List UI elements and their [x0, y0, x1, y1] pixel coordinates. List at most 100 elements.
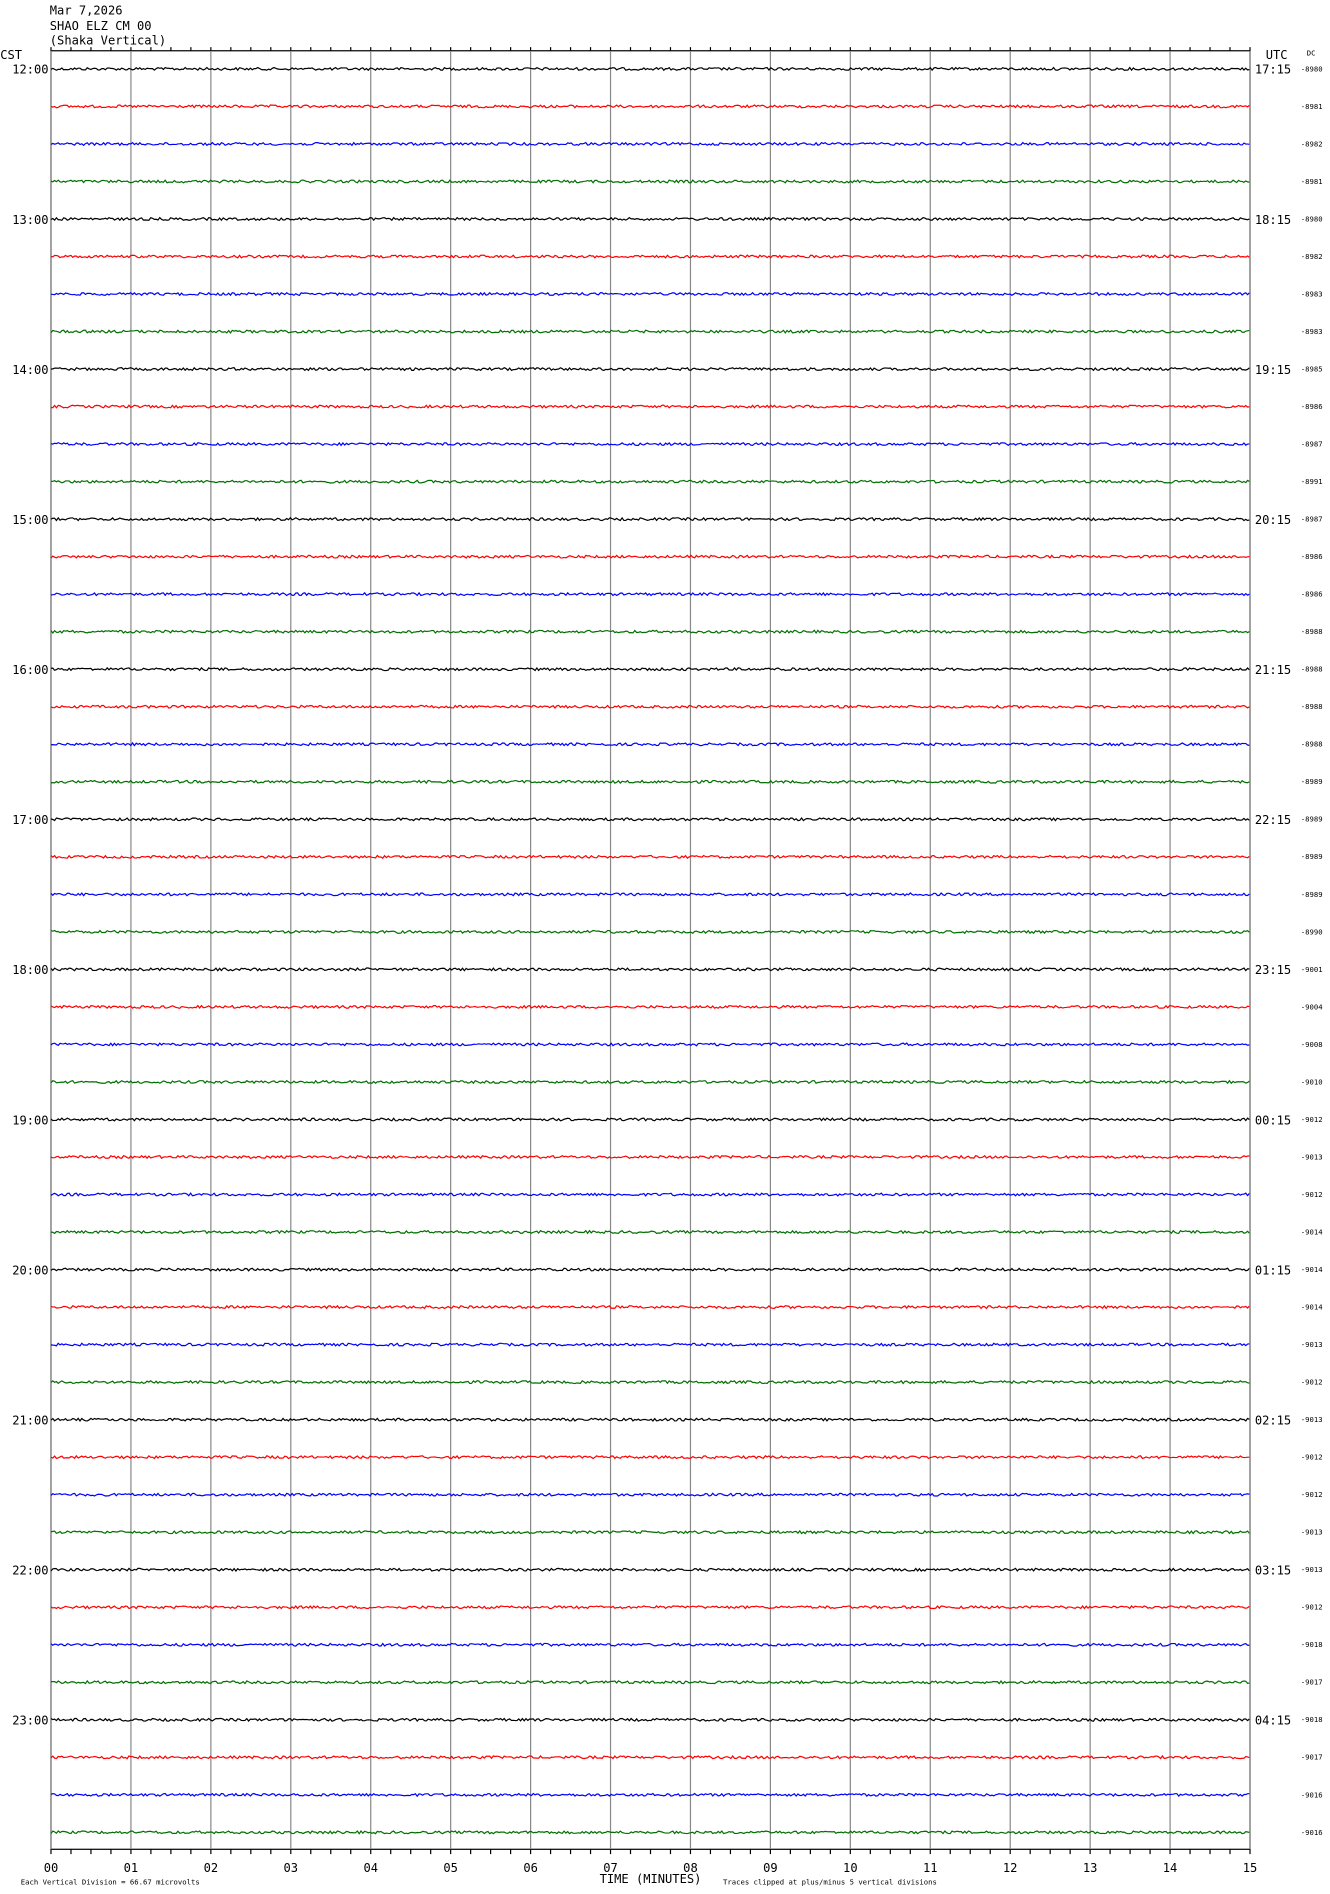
utc-label: 19:15	[1255, 363, 1291, 377]
dc-value: -9004	[1301, 1002, 1323, 1011]
utc-label: 21:15	[1255, 663, 1291, 677]
trace	[50, 1642, 1250, 1647]
trace	[50, 366, 1250, 372]
cst-label: 12:00	[12, 63, 48, 77]
cst-label: 13:00	[12, 213, 48, 227]
trace	[50, 1079, 1250, 1085]
dc-value: -9013	[1301, 1152, 1323, 1161]
dc-value: -8988	[1301, 740, 1323, 749]
trace	[50, 591, 1250, 597]
x-tick-label: 09	[763, 1861, 778, 1875]
dc-value: -8990	[1301, 927, 1323, 936]
trace	[50, 1754, 1250, 1760]
trace	[50, 1792, 1250, 1798]
dc-value: -9013	[1301, 1565, 1323, 1574]
cst-label: 16:00	[12, 663, 48, 677]
trace	[50, 254, 1250, 259]
trace	[50, 1304, 1250, 1310]
trace	[50, 479, 1250, 484]
dc-value: -8980	[1301, 214, 1323, 223]
x-tick-label: 01	[124, 1861, 139, 1875]
dc-value: -9012	[1301, 1490, 1323, 1499]
trace	[50, 1604, 1250, 1610]
utc-label: 04:15	[1255, 1714, 1291, 1728]
dc-value: -9008	[1301, 1040, 1323, 1049]
trace	[50, 329, 1250, 334]
dc-value: -8987	[1301, 515, 1323, 524]
cst-label: 22:00	[12, 1564, 48, 1578]
trace	[50, 1492, 1250, 1497]
trace	[50, 1117, 1250, 1122]
trace	[50, 1154, 1250, 1160]
dc-value: -8988	[1301, 665, 1323, 674]
cst-label: 18:00	[12, 963, 48, 977]
cst-label: 19:00	[12, 1113, 48, 1127]
dc-value: -8989	[1301, 852, 1323, 861]
dc-value: -9001	[1301, 965, 1323, 974]
trace	[50, 929, 1250, 935]
dc-value: -9014	[1301, 1227, 1323, 1236]
dc-value: -8982	[1301, 139, 1323, 148]
cst-label: 17:00	[12, 813, 48, 827]
trace	[50, 216, 1250, 222]
x-tick-label: 14	[1163, 1861, 1178, 1875]
utc-label: 01:15	[1255, 1263, 1291, 1277]
dc-value: -9010	[1301, 1077, 1323, 1086]
trace	[50, 1454, 1250, 1460]
x-tick-label: 06	[523, 1861, 538, 1875]
trace	[50, 967, 1250, 972]
dc-value: -9012	[1301, 1603, 1323, 1612]
trace	[50, 1229, 1250, 1235]
trace	[50, 1042, 1250, 1047]
x-tick-label: 03	[284, 1861, 299, 1875]
dc-value: -9018	[1301, 1715, 1323, 1724]
x-tick-label: 15	[1243, 1861, 1258, 1875]
trace	[50, 1004, 1250, 1010]
trace	[50, 629, 1250, 635]
trace	[50, 892, 1250, 897]
dc-value: -9013	[1301, 1415, 1323, 1424]
trace	[50, 104, 1250, 109]
trace	[50, 1342, 1250, 1347]
dc-value: -8986	[1301, 552, 1323, 561]
plot-frame	[50, 50, 1251, 1850]
utc-label: 17:15	[1255, 63, 1291, 77]
trace	[50, 1267, 1250, 1272]
dc-value: -9017	[1301, 1753, 1323, 1762]
dc-value: -8991	[1301, 477, 1323, 486]
dc-value: -8981	[1301, 102, 1323, 111]
dc-value: -8988	[1301, 702, 1323, 711]
cst-label: 23:00	[12, 1714, 48, 1728]
cst-label: 21:00	[12, 1413, 48, 1427]
x-tick-label: 10	[843, 1861, 858, 1875]
trace	[50, 1192, 1250, 1197]
dc-value: -9012	[1301, 1378, 1323, 1387]
dc-value: -8986	[1301, 590, 1323, 599]
x-tick-label: 00	[44, 1861, 59, 1875]
utc-label: 23:15	[1255, 963, 1291, 977]
trace	[50, 1417, 1250, 1422]
utc-label: 18:15	[1255, 213, 1291, 227]
cst-label: 15:00	[12, 513, 48, 527]
dc-value: -8987	[1301, 440, 1323, 449]
trace	[50, 404, 1250, 409]
dc-value: -9012	[1301, 1190, 1323, 1199]
x-tick-label: 11	[923, 1861, 938, 1875]
dc-value: -9013	[1301, 1340, 1323, 1349]
dc-value: -8986	[1301, 402, 1323, 411]
x-tick-label: 04	[363, 1861, 378, 1875]
dc-value: -9017	[1301, 1678, 1323, 1687]
utc-label: 00:15	[1255, 1113, 1291, 1127]
dc-value: -8982	[1301, 252, 1323, 261]
trace	[50, 1529, 1250, 1535]
x-axis-title: TIME (MINUTES)	[600, 1872, 702, 1886]
utc-label: 02:15	[1255, 1413, 1291, 1427]
utc-label: 22:15	[1255, 813, 1291, 827]
trace	[50, 854, 1250, 860]
x-tick-label: 05	[443, 1861, 458, 1875]
x-tick-label: 12	[1003, 1861, 1018, 1875]
footer-right: Traces clipped at plus/minus 5 vertical …	[723, 1877, 937, 1886]
trace	[50, 1379, 1250, 1385]
footer-left: Each Vertical Division = 66.67 microvolt…	[21, 1877, 200, 1886]
